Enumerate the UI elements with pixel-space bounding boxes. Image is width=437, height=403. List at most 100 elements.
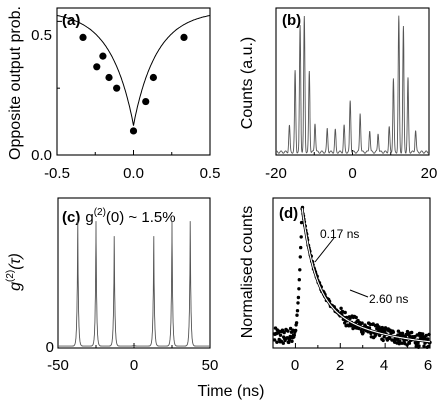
panel-c-title-g: g: [85, 209, 93, 226]
panel-c-label: (c): [62, 209, 80, 226]
panel-a-data-point: [113, 84, 121, 92]
panel-b-xtick-label: 20: [421, 165, 437, 182]
panel-d-annotation-slow-arrow: [349, 289, 369, 298]
panel-d-xtick-label: 2: [336, 357, 344, 374]
panel-d-data-point: [398, 339, 402, 343]
shared-xlabel: Time (ns): [198, 383, 265, 400]
panel-d-data-point: [339, 306, 343, 310]
panel-d-data-point: [297, 287, 301, 291]
panel-a-label: (a): [62, 12, 80, 29]
panel-a-xtick-label: 0.0: [123, 165, 144, 182]
panel-d-data-point: [272, 338, 277, 342]
panel-d-data-point: [299, 235, 303, 239]
panel-d-data-point: [297, 278, 301, 282]
panel-d-data-point: [426, 337, 430, 341]
panel-d-annotation-fast-arrow: [314, 237, 335, 263]
panel-d-data-point: [294, 328, 298, 333]
panel-d-data-point: [275, 340, 279, 344]
panel-d-annotation-slow: 2.60 ns: [369, 292, 408, 306]
panel-a-data-point: [142, 97, 150, 106]
panel-c-ylabel: g(2)(τ): [5, 253, 24, 291]
panel-d-data-point: [361, 330, 365, 335]
panel-d-data-point: [294, 321, 299, 325]
panel-a-data-point: [105, 73, 113, 82]
panel-a-data-point: [79, 33, 87, 42]
panel-a-xtick-label: -0.5: [44, 165, 70, 182]
panel-d-data-point: [281, 341, 285, 345]
panel-a-data-point: [180, 33, 188, 42]
panel-a-data-point: [149, 73, 157, 82]
panel-d-data-point: [298, 268, 302, 272]
panel-d-data-point: [416, 341, 420, 345]
panel-d-data-point: [296, 301, 300, 305]
panel-d-data-point: [292, 333, 296, 337]
panel-d-data-point: [299, 245, 303, 250]
panel-d-xtick-label: 4: [380, 357, 388, 374]
panel-c-ylabel-tail: (τ): [7, 253, 24, 270]
panel-d-ylabel: Normalised counts: [239, 206, 256, 339]
panel-d-data-point: [299, 220, 304, 225]
panel-c-ticks: [57, 343, 211, 349]
panel-d: (d) Normalised counts 0 2 4 6 0.17 ns 2.…: [239, 197, 432, 374]
panel-d-data-point: [407, 341, 412, 345]
panel-b-trace: [275, 15, 430, 154]
panel-d-xtick-label: 6: [424, 357, 432, 374]
panel-d-data-point: [382, 335, 386, 339]
panel-b-xtick-label: -20: [265, 165, 287, 182]
panel-b-xtick-label: 0: [348, 165, 356, 182]
panel-a-ytick-label: 0.5: [31, 27, 52, 44]
panel-c-xtick-label: -50: [47, 357, 69, 374]
panel-b: (b) Counts (a.u.) -20 0 20: [239, 7, 437, 182]
panel-b-ylabel: Counts (a.u.): [239, 37, 256, 129]
panel-c-title-sup: (2): [94, 207, 106, 218]
panel-d-data-point: [426, 344, 431, 349]
panel-d-data-point: [295, 313, 299, 317]
panel-a-fit-curve: [56, 15, 211, 126]
panel-d-data-point: [391, 330, 395, 334]
panel-d-data-point: [427, 332, 431, 337]
panel-c-ylabel-g: g: [7, 282, 24, 291]
panel-d-data-point: [286, 329, 290, 333]
panel-c-trace: [58, 221, 210, 347]
panel-d-data-point: [421, 332, 425, 336]
panel-a-ticks: [56, 20, 211, 156]
panel-a-ytick-label: 0.0: [31, 147, 52, 164]
panel-c-title-suffix: (0) ~ 1.5%: [106, 209, 176, 226]
panel-d-data-point: [424, 333, 428, 338]
panel-c-xtick-label: 50: [202, 357, 219, 374]
panel-c-xtick-label: 0: [130, 357, 138, 374]
panel-d-data-point: [348, 316, 352, 320]
panel-d-data-point: [405, 343, 409, 347]
panel-d-fit-curve: [301, 207, 430, 343]
panel-d-frame: [272, 197, 431, 349]
panel-d-data-point: [422, 344, 426, 348]
panel-a-xtick-label: 0.5: [200, 165, 221, 182]
panel-a: (a) Opposite output prob. -0.5 0.0 0.5 0…: [7, 6, 220, 182]
panel-d-data-point: [278, 333, 283, 337]
panel-d-xtick-label: 0: [291, 357, 299, 374]
panel-d-data-point: [381, 338, 385, 343]
panel-d-data-point: [374, 332, 378, 337]
panel-a-points: [79, 33, 188, 135]
panel-a-data-point: [99, 52, 107, 60]
panel-a-data-point: [93, 63, 101, 71]
panel-d-data-point: [397, 342, 401, 346]
panel-d-data-point: [282, 330, 286, 335]
panel-d-data-point: [290, 339, 294, 343]
panel-c: (c) g(2)(0) ~ 1.5% g(2)(τ) -50 0 50 0: [5, 197, 219, 374]
panel-a-data-point: [129, 127, 138, 135]
panel-d-data-point: [343, 310, 347, 315]
panel-c-ylabel-sup: (2): [5, 270, 16, 282]
panel-d-data-point: [360, 321, 364, 325]
panel-a-ylabel: Opposite output prob.: [7, 6, 24, 160]
panel-d-annotation-fast: 0.17 ns: [320, 227, 359, 241]
panel-d-data-point: [295, 309, 300, 313]
panel-d-data-point: [417, 344, 421, 348]
panel-d-data-point: [287, 340, 291, 345]
panel-d-data-point: [405, 329, 410, 334]
panel-d-data-point: [296, 295, 301, 300]
panel-c-ytick-label: 0: [46, 339, 54, 356]
panel-d-label: (d): [279, 205, 298, 222]
panel-d-data-point: [400, 331, 405, 335]
